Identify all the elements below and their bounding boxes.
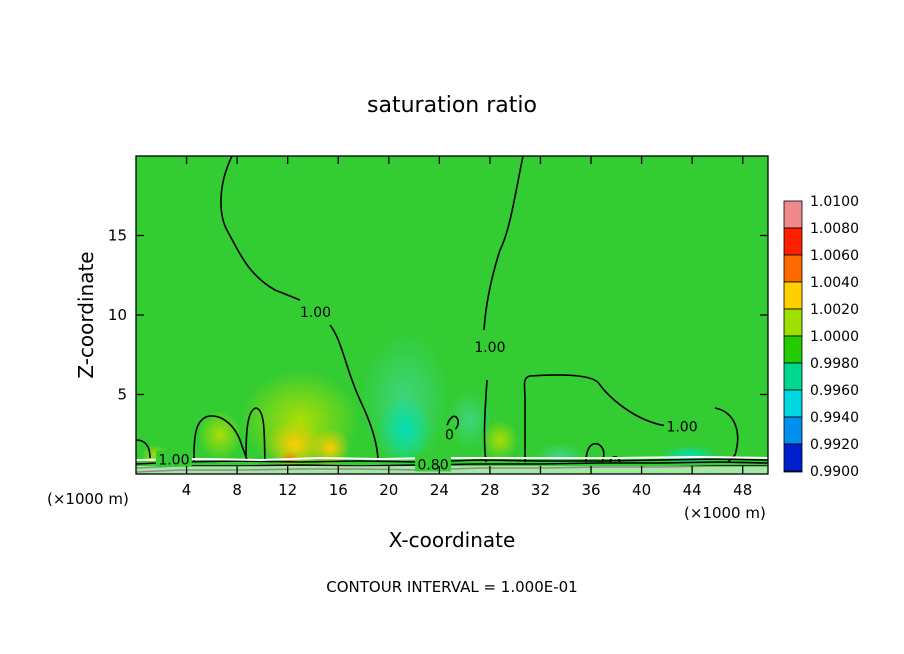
contour-label: 1.00 xyxy=(300,305,331,321)
x-tick-label: 48 xyxy=(733,481,752,499)
contour-line-right xyxy=(523,374,739,463)
colorbar-label: 0.9900 xyxy=(810,464,859,480)
surface-band xyxy=(136,466,768,474)
contour-line-left xyxy=(220,156,379,463)
contour-label-bg xyxy=(471,337,508,354)
contour-label-bg xyxy=(297,302,334,319)
colorbar: 1.0100 1.0080 1.0060 1.0040 1.0020 1.0000 0.99… xyxy=(783,194,859,480)
contour-label: 1.00 xyxy=(474,340,505,356)
contour-labels: 1.00 1.00 1.00 1.00 0.80 0 xyxy=(155,302,701,473)
colorbar-label: 0.9920 xyxy=(810,437,859,453)
x-tick-label: 20 xyxy=(379,481,398,499)
contour-label-bg xyxy=(415,455,452,472)
colorbar-label: 1.0060 xyxy=(810,248,859,264)
x-unit-left: (×1000 m) xyxy=(47,490,129,508)
x-tick-label: 24 xyxy=(430,481,449,499)
contour-line-center xyxy=(483,156,524,463)
colorbar-swatch xyxy=(783,443,803,472)
colorbar-swatch xyxy=(783,362,803,391)
colorbar-swatch xyxy=(783,281,803,310)
contour-bump-2 xyxy=(245,407,266,463)
colorbar-label: 1.0020 xyxy=(810,302,859,318)
x-axis-label: X-coordinate xyxy=(389,528,516,552)
y-tick-label: 15 xyxy=(108,227,127,245)
x-tick-label: 40 xyxy=(632,481,651,499)
y-tick-label: 10 xyxy=(108,306,127,324)
colorbar-swatch xyxy=(783,308,803,337)
contour-bump-1 xyxy=(193,415,249,463)
colorbar-swatch xyxy=(783,470,803,473)
y-tick-label: 5 xyxy=(117,386,127,404)
y-axis-label: Z-coordinate xyxy=(74,251,98,378)
colorbar-swatch xyxy=(783,200,803,229)
y-ticks: 5 10 15 xyxy=(108,227,768,404)
contour-label: 1.00 xyxy=(158,453,189,469)
colorbar-label: 1.0000 xyxy=(810,329,859,345)
contour-label: 0 xyxy=(445,427,454,443)
colorbar-label: 0.9980 xyxy=(810,356,859,372)
x-tick-label: 28 xyxy=(480,481,499,499)
colorbar-swatch xyxy=(783,254,803,283)
x-unit-right: (×1000 m) xyxy=(684,504,766,522)
colorbar-label: 0.9960 xyxy=(810,383,859,399)
chart-title: saturation ratio xyxy=(367,93,537,118)
contour-label-bg xyxy=(155,450,192,467)
colorbar-swatch xyxy=(783,335,803,364)
x-tick-label: 16 xyxy=(329,481,348,499)
colorbar-label: 1.0080 xyxy=(810,221,859,237)
colorbar-label: 0.9940 xyxy=(810,410,859,426)
contour-interval-note: CONTOUR INTERVAL = 1.000E-01 xyxy=(326,578,577,596)
x-tick-label: 44 xyxy=(683,481,702,499)
colorbar-swatch xyxy=(783,227,803,256)
contour-label: 1.00 xyxy=(666,419,697,435)
colorbar-swatch xyxy=(783,389,803,418)
x-tick-label: 8 xyxy=(232,481,242,499)
x-tick-label: 36 xyxy=(581,481,600,499)
contour-label-bg xyxy=(443,425,456,442)
contour-left-edge xyxy=(136,439,151,459)
x-tick-label: 32 xyxy=(531,481,550,499)
x-ticks: 4 8 12 16 20 24 28 32 36 40 44 48 xyxy=(182,156,752,499)
contour-label-bg xyxy=(664,417,701,434)
contour-label: 0.80 xyxy=(417,457,448,473)
colorbar-label: 1.0040 xyxy=(810,275,859,291)
x-tick-label: 4 xyxy=(182,481,192,499)
colorbar-swatch xyxy=(783,416,803,445)
x-tick-label: 12 xyxy=(278,481,297,499)
colorbar-label: 1.0100 xyxy=(810,194,859,210)
plot-area xyxy=(136,156,768,474)
